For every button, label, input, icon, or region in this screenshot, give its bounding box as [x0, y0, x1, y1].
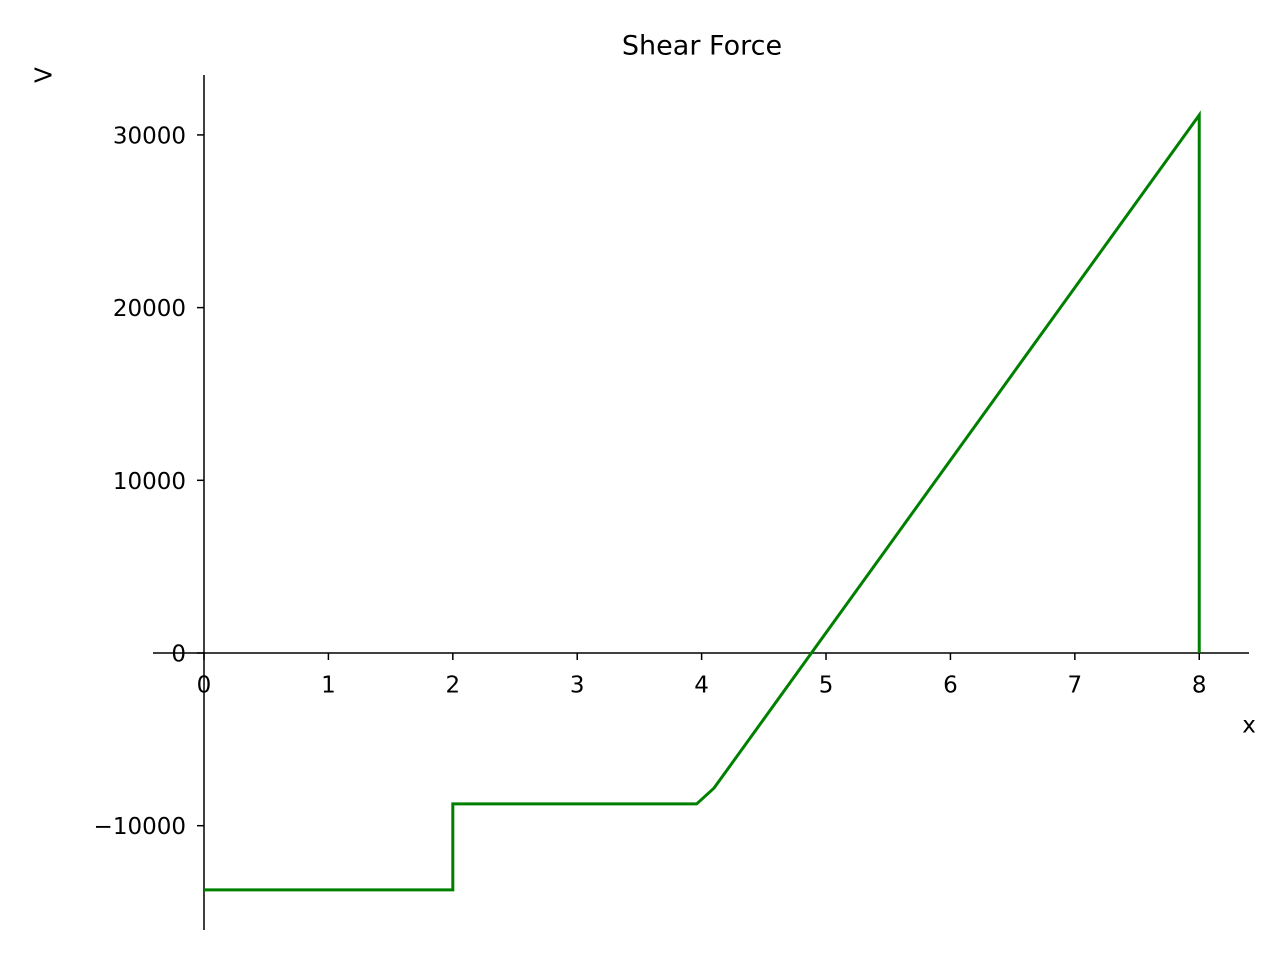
- y-tick-label: 0: [171, 642, 186, 668]
- y-axis-label: V: [32, 67, 58, 83]
- y-tick-label: 10000: [113, 469, 186, 495]
- x-tick-label: 1: [321, 673, 336, 699]
- x-tick-label: 8: [1192, 673, 1207, 699]
- y-tick-label: 20000: [113, 296, 186, 322]
- x-axis-label: x: [1242, 713, 1256, 739]
- x-tick-label: 6: [943, 673, 958, 699]
- data-line: [204, 110, 1201, 892]
- x-tick-label: 7: [1068, 673, 1083, 699]
- y-tick-label: 30000: [113, 123, 186, 149]
- x-tick-label: 4: [694, 673, 709, 699]
- x-tick-label: 5: [819, 673, 834, 699]
- x-tick-label: 2: [445, 673, 460, 699]
- x-tick-label: 3: [570, 673, 585, 699]
- y-tick-label: −10000: [94, 814, 186, 840]
- chart-title: Shear Force: [622, 31, 782, 62]
- x-tick-label: 0: [197, 673, 212, 699]
